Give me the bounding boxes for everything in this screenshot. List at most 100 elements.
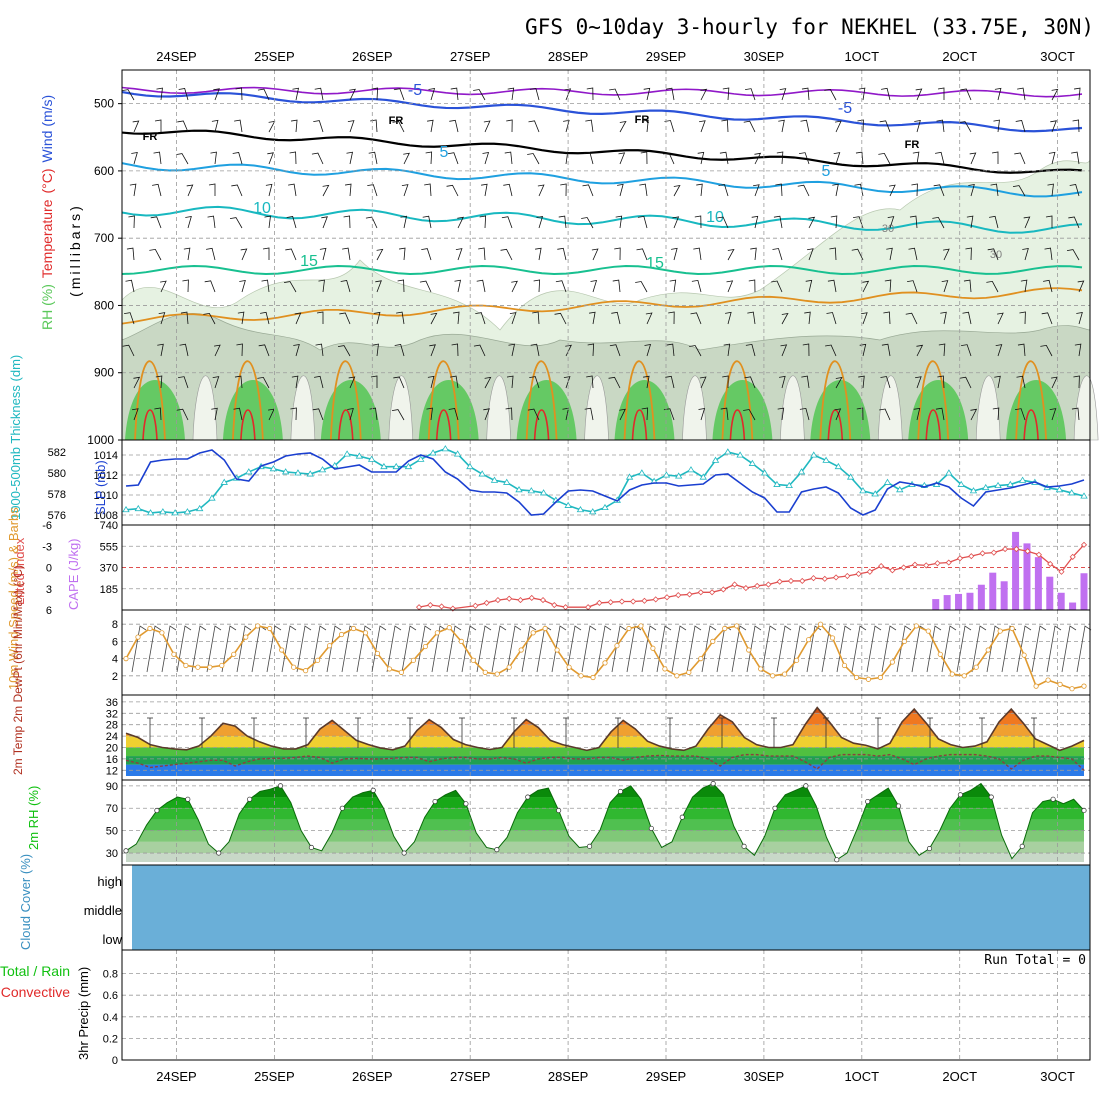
contour-label: FR (389, 115, 404, 127)
wind-speed-point (626, 625, 632, 632)
wind-barb (452, 311, 460, 325)
dry-gap-region (388, 375, 414, 441)
thickness-line (125, 447, 1085, 514)
wind-barb (368, 151, 378, 165)
cape-bar (966, 592, 974, 610)
wind-barb (723, 343, 731, 357)
wind-barb (889, 184, 896, 197)
rh-point (247, 796, 253, 802)
wind-speed-point (650, 645, 656, 651)
wind-barb (481, 183, 488, 197)
wind-speed-point (913, 623, 919, 629)
wind-barb (158, 312, 166, 325)
wind-barb (292, 87, 300, 101)
wind-barb (558, 215, 567, 229)
thickness-point (859, 487, 867, 494)
wind-barb (340, 280, 351, 293)
rh-high-hump (614, 380, 675, 440)
wind-barb (422, 215, 432, 229)
thickness-point (134, 504, 142, 512)
wind-barb (745, 88, 756, 101)
li-point (844, 572, 851, 580)
contour-30-spike (338, 409, 354, 441)
wind-barb (913, 407, 921, 421)
wind-barb (504, 151, 513, 165)
wind-barb (878, 152, 891, 165)
thickness-point (183, 508, 192, 515)
contour-label: 15 (300, 253, 318, 270)
surface-wind-barb (1016, 625, 1032, 673)
thickness-point (1006, 480, 1015, 487)
wind-barb (884, 279, 892, 293)
wind-barb (533, 279, 541, 293)
temp-tick-label: 36 (106, 697, 118, 709)
cape-bar (1012, 531, 1020, 610)
li-tick-label: 6 (46, 605, 52, 617)
li-point (787, 577, 795, 585)
thickness-point (724, 448, 732, 455)
wind-barb (257, 88, 270, 101)
surface-wind-barb (806, 625, 822, 673)
wind-speed-point (698, 655, 704, 662)
bottom-date-label: 27SEP (450, 1069, 490, 1084)
wind-barb (992, 407, 1000, 421)
wind-barb (237, 311, 245, 325)
cloud-level-label: low (102, 932, 122, 947)
wind-barb (830, 215, 838, 229)
li-point (585, 604, 592, 611)
wind-barb (131, 151, 138, 165)
wind-barb (554, 312, 567, 325)
thickness-point (343, 450, 351, 457)
slp-panel-frame (121, 439, 1091, 526)
wind-barb (528, 120, 540, 133)
surface-wind-barb (266, 625, 282, 673)
wind-barb (347, 120, 355, 133)
cape-bar (932, 599, 940, 610)
li-point (1069, 553, 1076, 560)
wind-barb (1048, 151, 1056, 165)
thickness-point (195, 504, 204, 512)
wind-speed-point (147, 625, 153, 632)
rh-point (648, 825, 654, 831)
surface-wind-barb (761, 625, 777, 673)
wind-barb (725, 311, 732, 325)
thickness-point (601, 503, 609, 511)
wind-barb (457, 216, 464, 229)
li-tick-label: -6 (42, 520, 52, 532)
surface-wind-barb (506, 625, 522, 673)
rh-point (339, 805, 345, 811)
wind-speed-point (494, 671, 500, 677)
wind-speed-point (937, 651, 943, 657)
wind-barb (1015, 120, 1026, 133)
thickness-point (159, 508, 167, 515)
thickness-point (1080, 492, 1088, 499)
temp-tick-label: 28 (106, 720, 118, 732)
wind-barb (584, 407, 594, 421)
li-point (742, 584, 749, 592)
wind-barb (185, 215, 192, 229)
surface-wind-barb (656, 625, 672, 673)
wind-barb (373, 311, 381, 325)
wind-barb (915, 376, 922, 389)
cape-bar (989, 572, 997, 610)
wind-barb (718, 184, 729, 197)
wind-barb (290, 119, 298, 133)
wind-barb (365, 216, 378, 229)
thickness-point (392, 462, 400, 470)
wind-barb (268, 120, 276, 133)
li-point (821, 575, 828, 582)
thickness-point (380, 462, 388, 470)
contour-30-spike (533, 409, 550, 441)
wind-barb (449, 119, 459, 133)
wind-barb (753, 184, 760, 197)
wind-barb (697, 151, 705, 165)
wind-barb (907, 280, 918, 293)
wind-barb (915, 88, 923, 101)
li-point (494, 597, 501, 604)
wind-barb (349, 88, 356, 101)
wind-barb (857, 119, 864, 133)
rh-line (125, 782, 1085, 861)
upper-air-unit: (millibars) (67, 203, 83, 297)
wind-barb (451, 343, 459, 357)
wind-barb (696, 183, 703, 197)
